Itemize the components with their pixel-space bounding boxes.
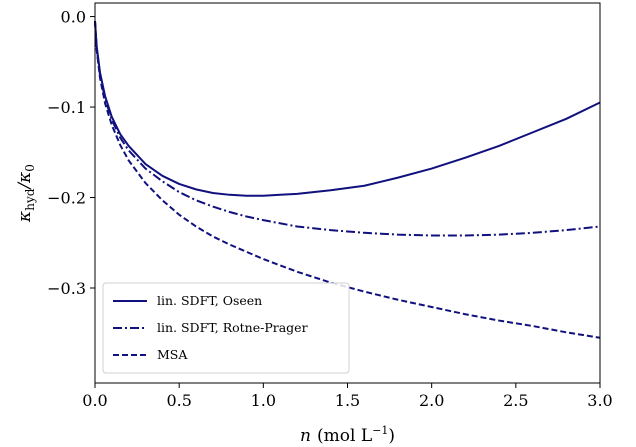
- legend-box: [102, 282, 350, 374]
- series-lines: [94, 21, 601, 339]
- axis-ticks: 0.0 0.5 1.0 1.5 2.0 2.5 3.0 0.0 −0.1 −0.2 −0.3: [47, 8, 613, 410]
- x-tick-label: 0.5: [166, 391, 191, 410]
- legend-label-oseen: lin. SDFT, Oseen: [157, 293, 262, 308]
- x-label-unit-close: ): [388, 426, 395, 446]
- y-axis-label: κhyd/κ0: [15, 164, 37, 223]
- y-tick-label: −0.1: [47, 98, 86, 117]
- x-label-unit-exp: −1: [372, 424, 388, 437]
- y-tick-label: −0.3: [47, 279, 86, 298]
- legend-label-msa: MSA: [157, 347, 188, 362]
- x-label-var: n: [300, 426, 311, 446]
- y-label-sub-hyd: hyd: [23, 188, 37, 211]
- y-tick-label: −0.2: [47, 189, 86, 208]
- x-tick-label: 1.5: [335, 391, 360, 410]
- x-axis-label: n (mol L−1): [300, 424, 395, 446]
- y-label-sub-zero: 0: [23, 164, 37, 172]
- legend: lin. SDFT, Oseen lin. SDFT, Rotne-Prager…: [102, 282, 350, 374]
- legend-label-rotne-prager: lin. SDFT, Rotne-Prager: [157, 320, 308, 335]
- x-tick-label: 0.0: [82, 391, 107, 410]
- series-line-0: [94, 21, 601, 197]
- series-line-1: [94, 21, 601, 237]
- x-tick-label: 2.0: [419, 391, 444, 410]
- y-label-kappa: κ: [15, 211, 35, 223]
- series-line-2: [94, 21, 601, 339]
- y-tick-label: 0.0: [61, 8, 86, 27]
- x-tick-label: 2.5: [503, 391, 528, 410]
- x-tick-label: 3.0: [587, 391, 612, 410]
- y-label-slash-kappa: /κ: [15, 172, 35, 191]
- x-label-unit: (mol L: [317, 426, 372, 446]
- x-tick-label: 1.0: [251, 391, 276, 410]
